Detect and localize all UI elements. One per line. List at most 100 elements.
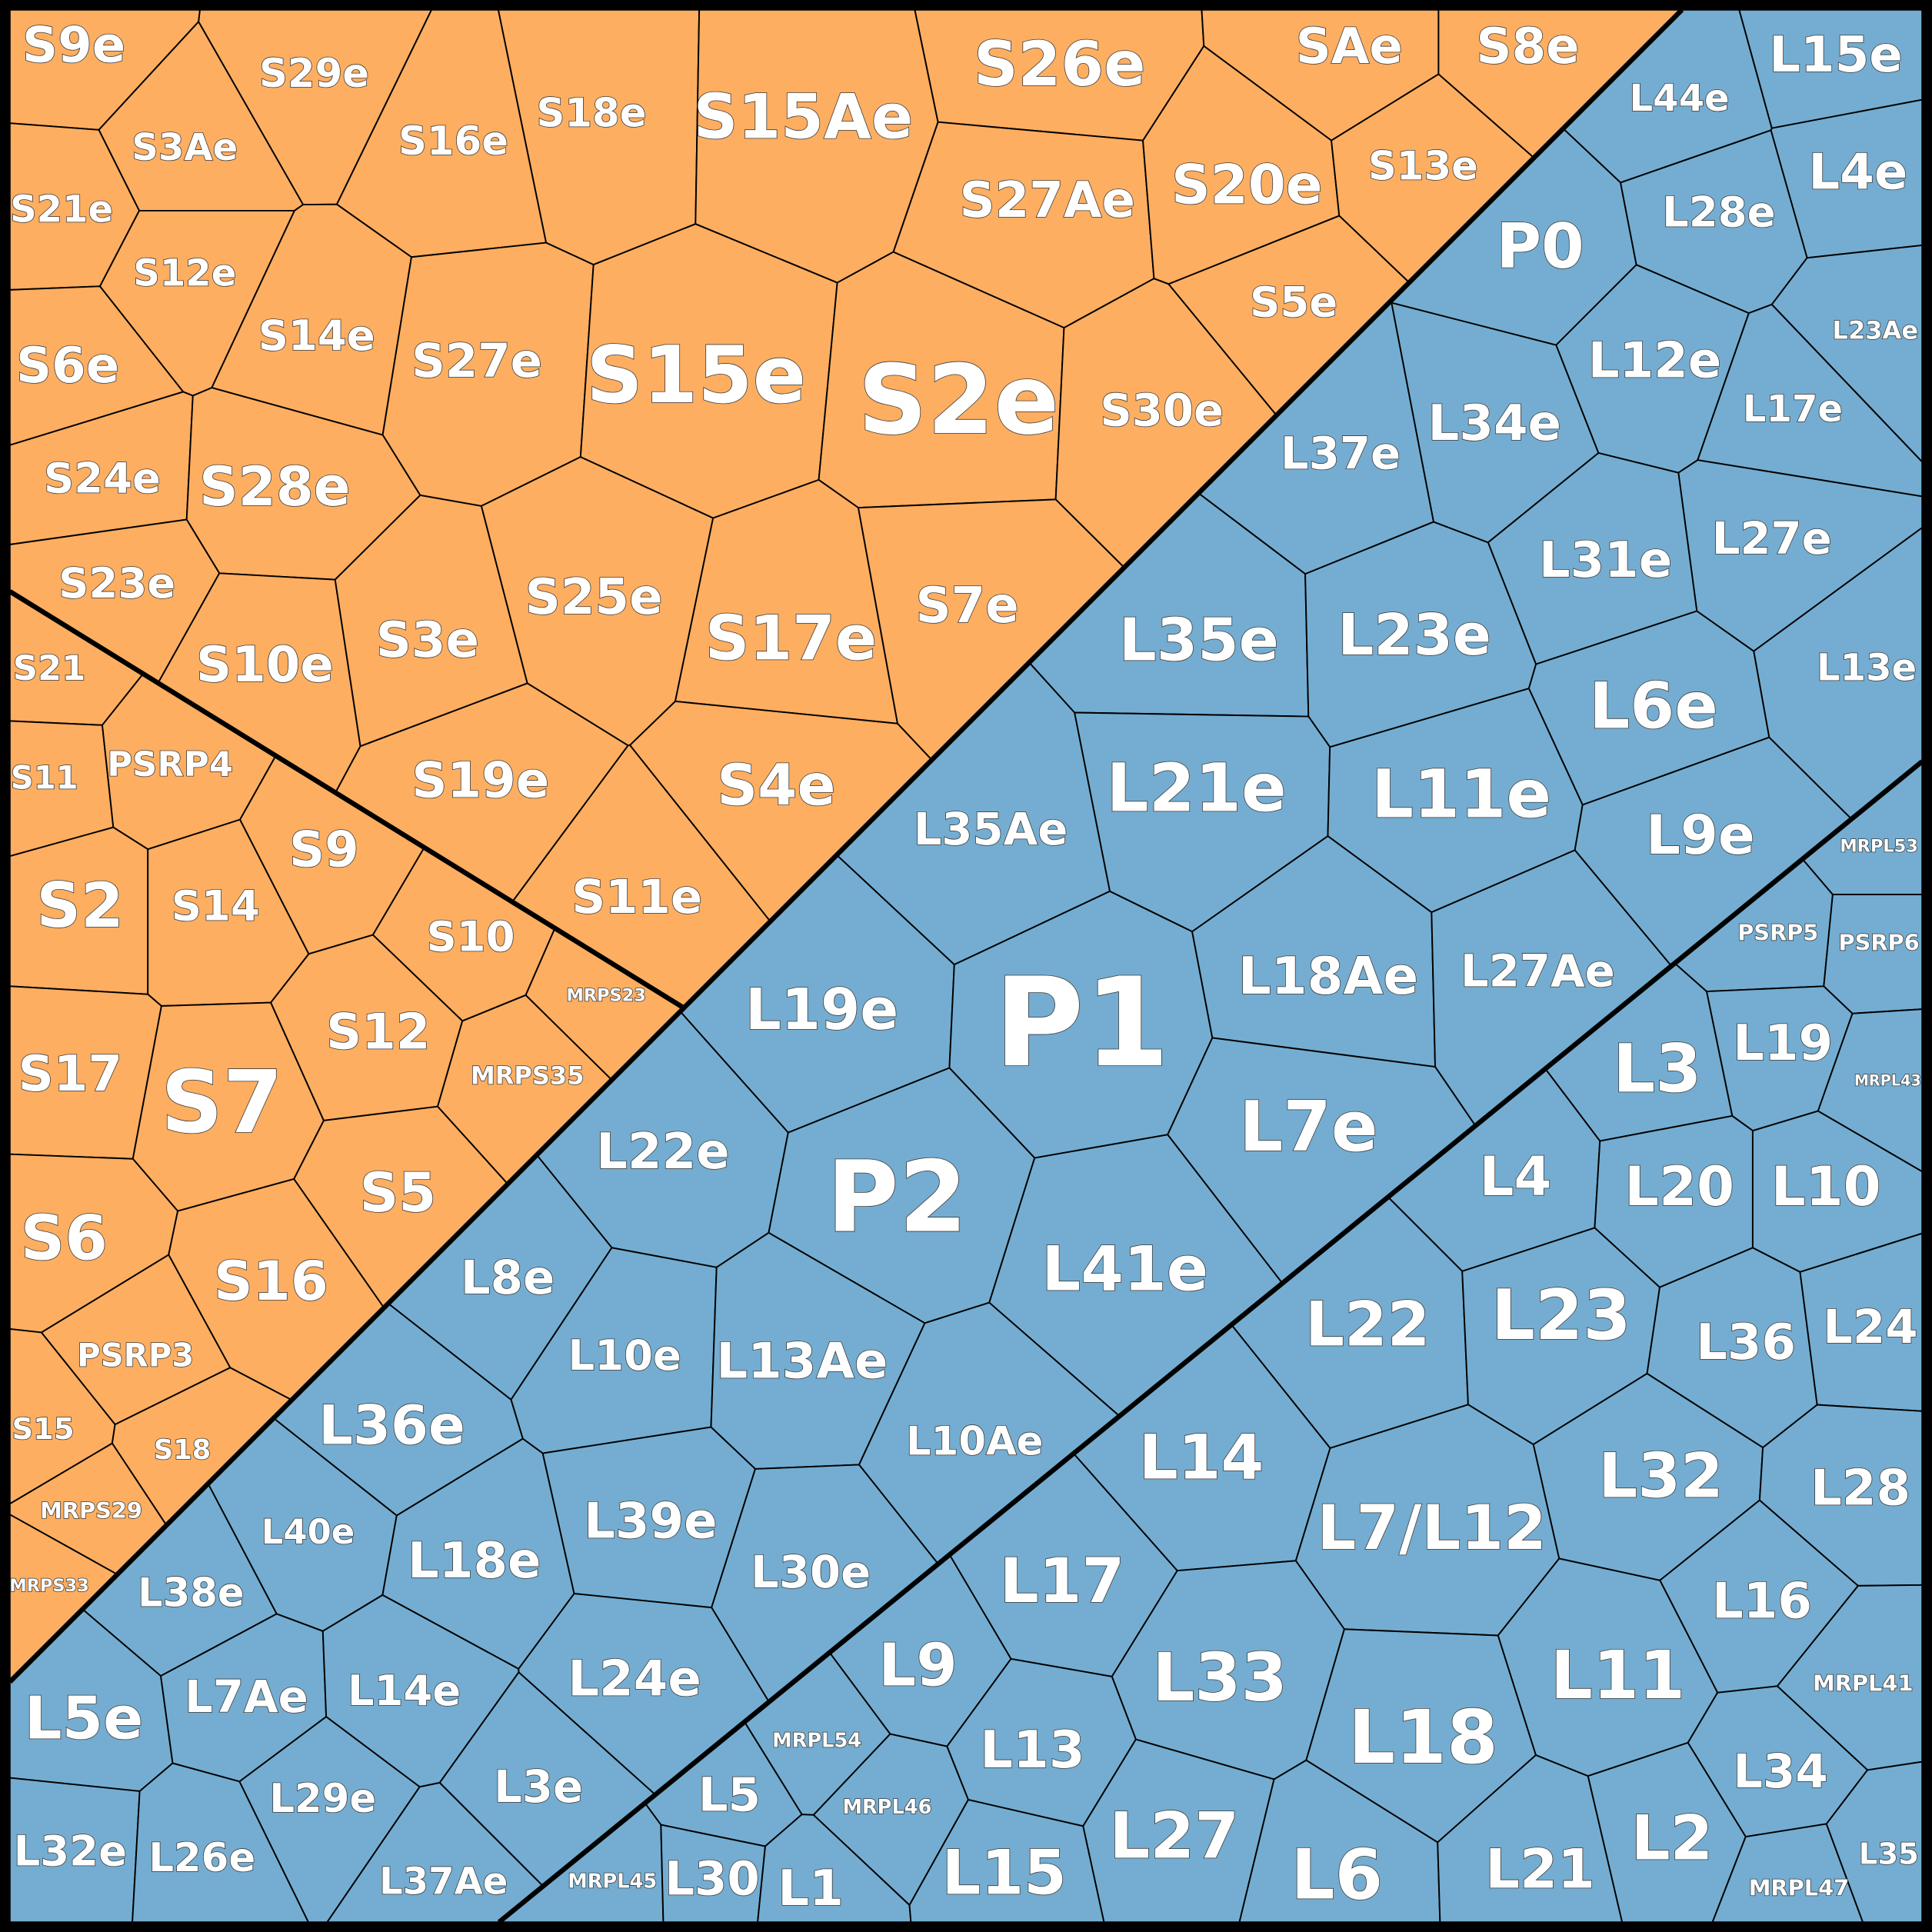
cell-label: S16 [214, 1250, 328, 1313]
cell-label: L23 [1491, 1276, 1631, 1356]
cell-label: MRPS29 [40, 1497, 142, 1524]
cell-label: L14e [348, 1666, 461, 1715]
cell-label: L23Ae [1833, 315, 1919, 345]
cell-label: L40e [261, 1511, 355, 1552]
cell-label: L29e [269, 1776, 376, 1822]
cell-label: L13e [1817, 646, 1917, 689]
cell-label: L22e [596, 1124, 729, 1181]
cell-label: L38e [138, 1570, 245, 1616]
cell-label: S2 [36, 870, 123, 941]
cell-label: L27e [1712, 512, 1832, 565]
cell-label: L33 [1152, 1640, 1287, 1717]
cell-label: S14 [172, 881, 260, 931]
cell-label: S14e [258, 311, 375, 360]
cell-label: PSRP3 [77, 1337, 194, 1374]
cell-label: L2 [1631, 1803, 1714, 1874]
cell-label: MRPS35 [471, 1061, 585, 1091]
cell-label: S20e [1171, 153, 1323, 216]
cell-label: L6 [1291, 1835, 1383, 1915]
cell-label: P1 [994, 951, 1170, 1094]
cell-label: L10 [1771, 1155, 1881, 1218]
cell-label: MRPL54 [772, 1730, 861, 1753]
cell-label: L35 [1859, 1837, 1919, 1872]
cell-label: S17e [705, 602, 877, 674]
cell-label: PSRP5 [1737, 920, 1818, 946]
cell-label: S5e [1250, 278, 1337, 327]
cell-label: L31e [1539, 532, 1672, 589]
cell-label: S12 [326, 1004, 430, 1061]
cell-label: P2 [827, 1141, 968, 1255]
cell-label: L19 [1733, 1015, 1833, 1072]
cell-label: L7e [1239, 1088, 1377, 1168]
cell-label: L34e [1428, 395, 1561, 452]
cell-label: S6 [21, 1203, 108, 1274]
cell-label: L21 [1485, 1837, 1595, 1900]
cell-label: L13Ae [716, 1333, 888, 1390]
cell-label: S9 [289, 821, 359, 878]
cell-label: L9e [1646, 804, 1755, 867]
cell-label: S21e [10, 188, 113, 231]
cell-label: L21e [1106, 750, 1286, 827]
cell-label: L4e [1808, 144, 1907, 201]
cell-label: L18Ae [1238, 946, 1418, 1006]
cell-label: L37Ae [379, 1860, 508, 1903]
labels: S9e S29e S18e S15Ae S26e SAe S8e S3Ae S16e S27Ae S… [9, 16, 1922, 1917]
cell-label: PSRP6 [1838, 930, 1919, 956]
cell-label: S10e [196, 637, 334, 694]
cell-label: L15 [941, 1837, 1066, 1909]
cell-label: S26e [974, 28, 1145, 100]
cell-label: S21 [13, 648, 86, 688]
cell-label: L18 [1348, 1694, 1498, 1780]
cell-label: PSRP4 [107, 744, 233, 784]
cell-label: S15e [586, 330, 806, 421]
cell-label: S11 [11, 758, 78, 796]
cell-label: L14 [1139, 1422, 1264, 1494]
cell-label: S3e [376, 612, 479, 669]
cell-label: L27Ae [1461, 944, 1615, 997]
cell-label: MRPL53 [1840, 837, 1917, 857]
cell-label: S4e [717, 754, 835, 819]
cell-label: L1 [778, 1860, 843, 1917]
cell-label: P0 [1496, 211, 1584, 282]
cell-label: MRPL46 [842, 1796, 931, 1819]
cell-label: L24 [1823, 1300, 1917, 1354]
cell-label: L44e [1630, 77, 1730, 120]
cell-label: L23e [1337, 603, 1491, 668]
cell-label: L36 [1696, 1314, 1796, 1371]
divider [8, 589, 685, 1011]
cell-label: S15Ae [694, 82, 913, 153]
cell-label: S18 [154, 1434, 211, 1466]
cell-label: L7Ae [185, 1671, 308, 1723]
cell-label: S28e [199, 455, 351, 518]
cell-label: MRPS33 [9, 1576, 88, 1596]
cell-label: S7e [916, 578, 1019, 635]
cell-label: S12e [133, 252, 236, 295]
cell-label: S25e [525, 569, 663, 626]
cell-label: L30 [665, 1852, 759, 1907]
cell-label: L11e [1371, 756, 1551, 833]
divider [497, 759, 1924, 1924]
cell-label: S3Ae [132, 126, 238, 169]
cell-label: L13 [980, 1720, 1084, 1780]
cell-label: L11 [1551, 1637, 1686, 1714]
cell-label: L39e [584, 1494, 717, 1551]
cell-label: S6e [16, 338, 119, 395]
cell-label: L9 [878, 1631, 957, 1700]
cell-label: L4 [1480, 1145, 1552, 1208]
cell-label: L16 [1712, 1574, 1812, 1631]
cells [8, 8, 1924, 1924]
cell-label: S9e [22, 17, 125, 74]
cell-label: S23e [58, 558, 175, 608]
cell-label: S27e [411, 334, 542, 388]
cell-label: S15 [12, 1412, 74, 1447]
cell-label: MRPL41 [1813, 1670, 1914, 1696]
cell-label: L7/L12 [1317, 1492, 1547, 1564]
cell-label: S16e [398, 118, 508, 165]
cell-label: S7 [161, 1053, 283, 1153]
cell-label: L5e [25, 1684, 144, 1753]
cell-label: L3e [494, 1760, 583, 1813]
cell-label: L36e [318, 1394, 465, 1457]
cell-label: L34 [1733, 1744, 1827, 1799]
cell-label: S29e [259, 51, 369, 97]
cell-label: MRPL43 [1854, 1071, 1921, 1089]
